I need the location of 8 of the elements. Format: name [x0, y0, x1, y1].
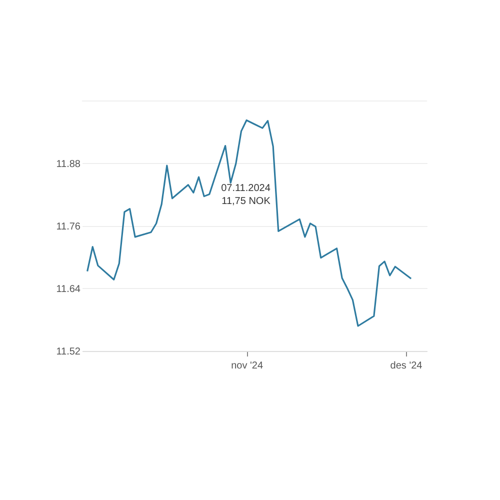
- x-tick-label: des '24: [390, 360, 423, 372]
- y-tick-label: 11.88: [56, 159, 81, 170]
- x-tick-label: nov '24: [231, 360, 264, 372]
- line-series: [86, 119, 412, 327]
- annotation: 07.11.2024 11,75 NOK: [221, 183, 271, 208]
- y-tick-label: 11.64: [56, 284, 81, 295]
- y-tick-label: 11.52: [56, 346, 81, 358]
- y-tick-label: 11.76: [56, 222, 81, 232]
